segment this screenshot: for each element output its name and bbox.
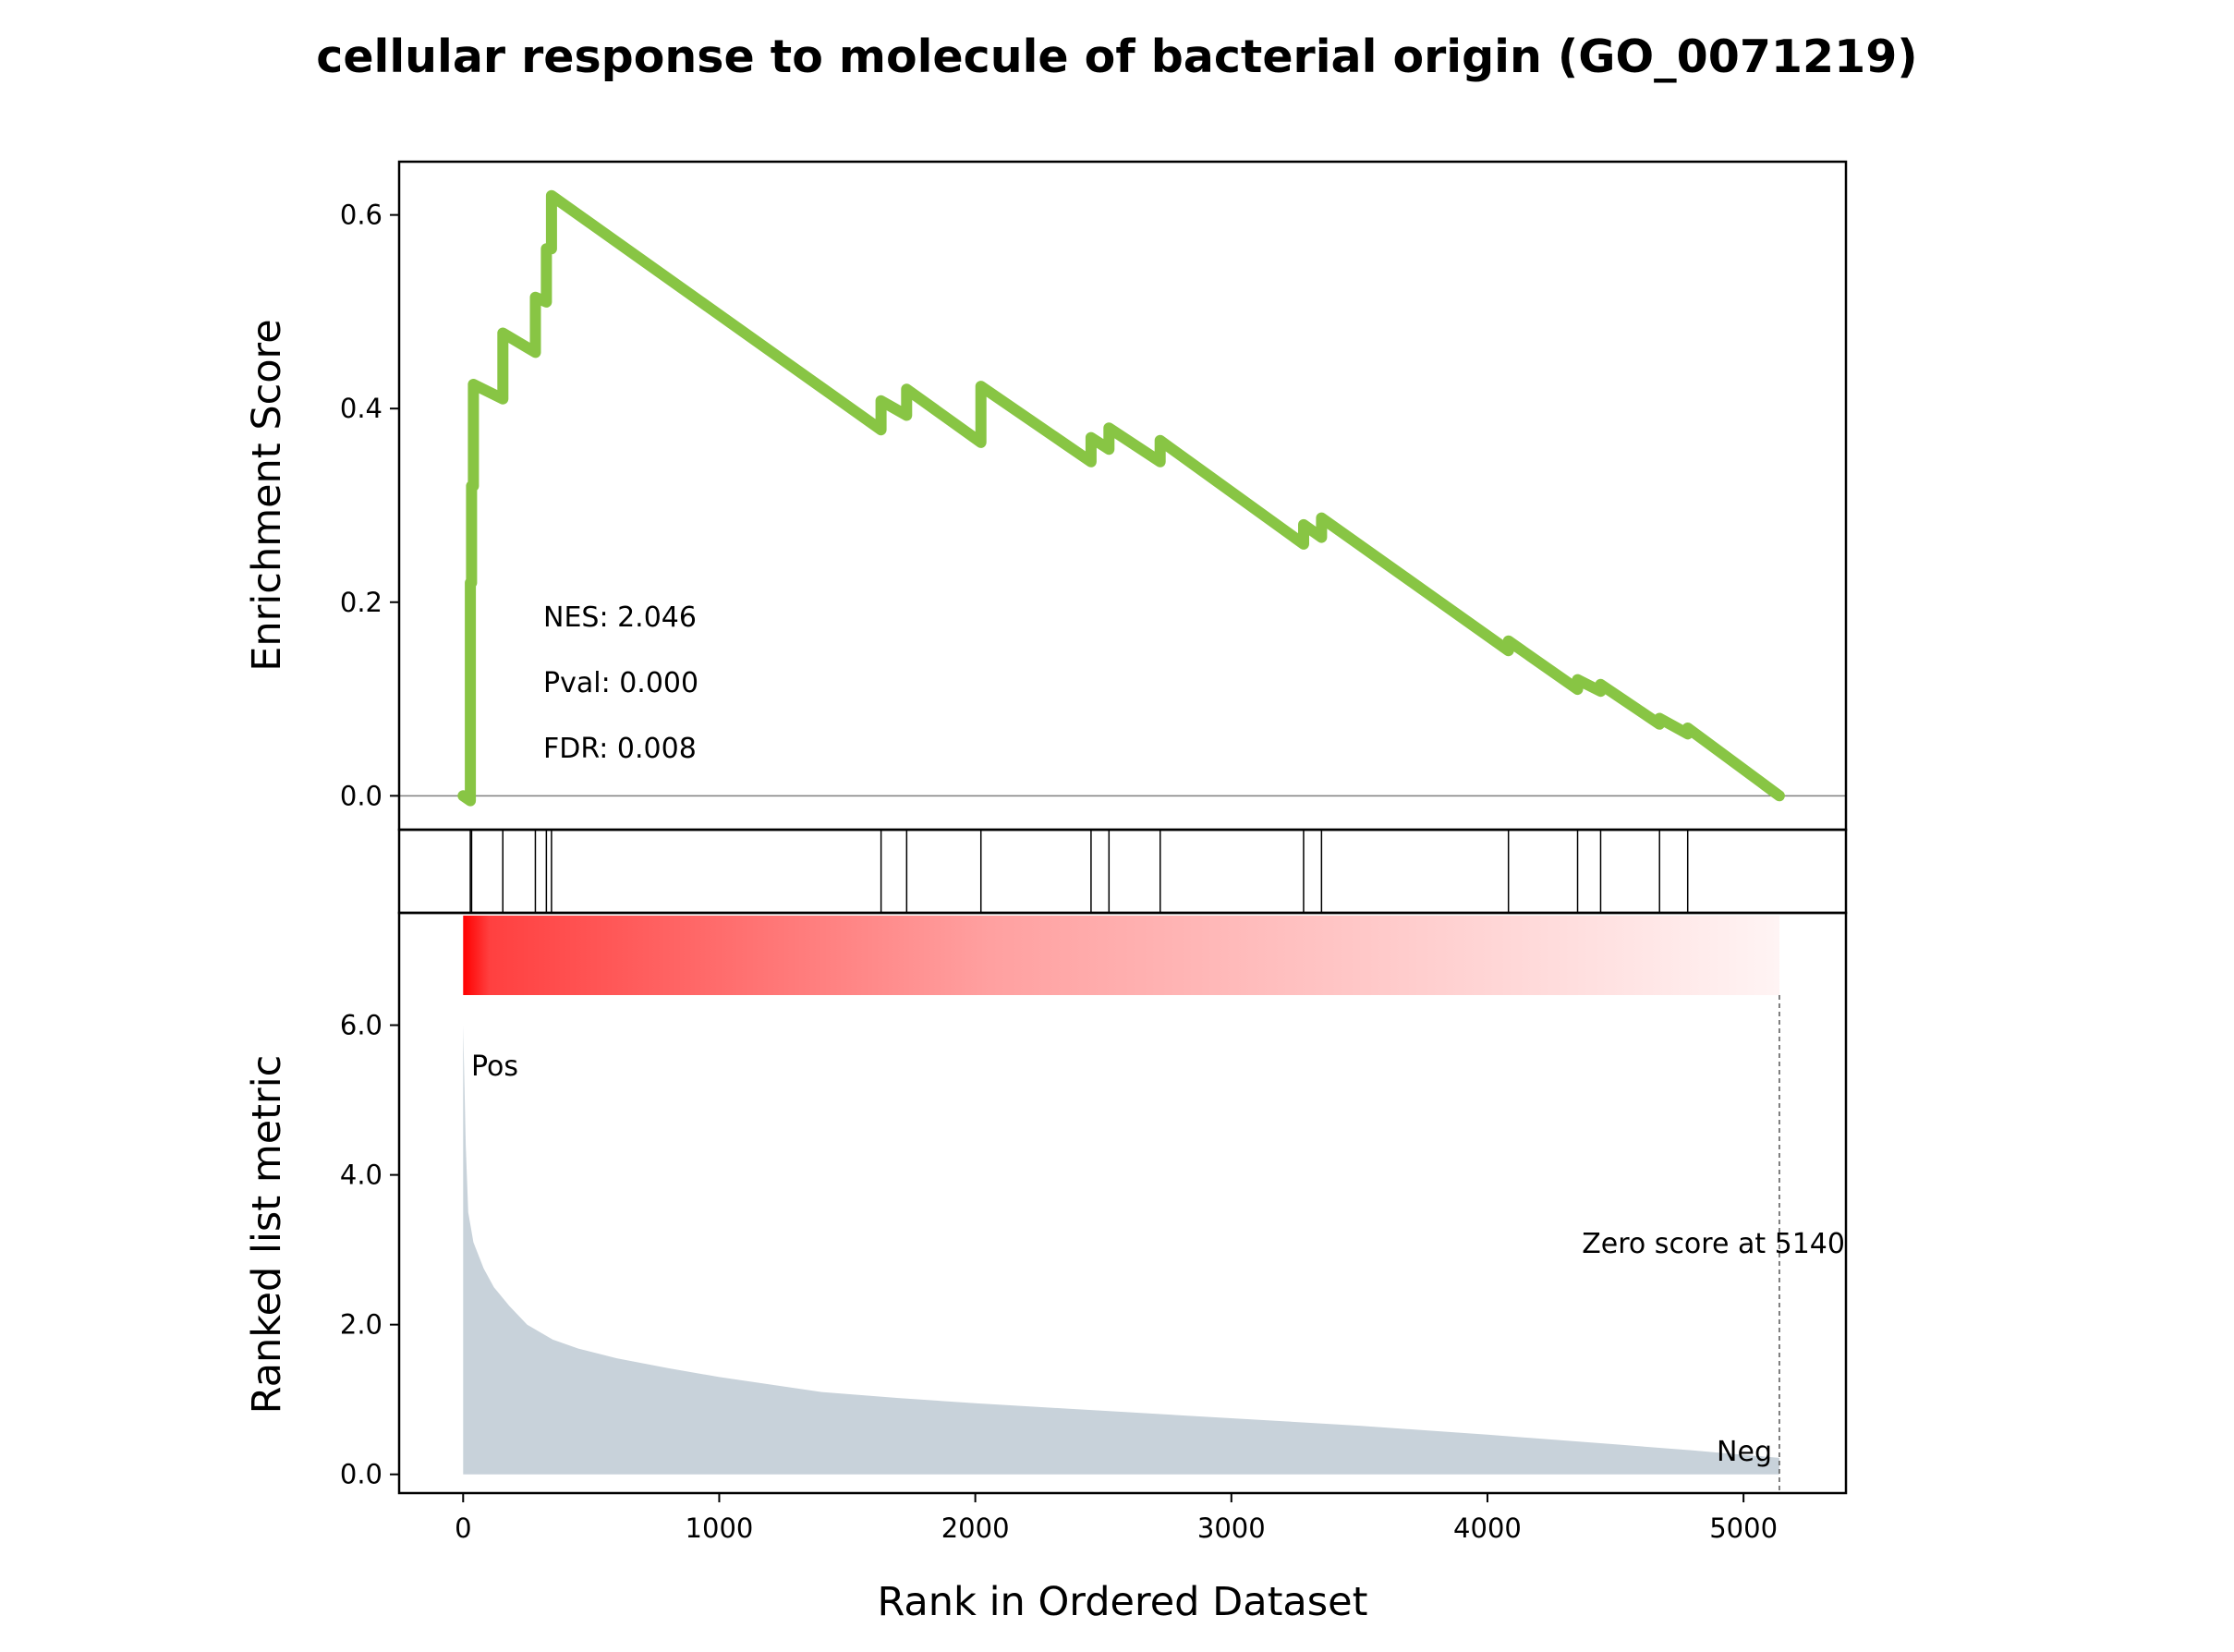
ranked-y-tick-label: 4.0 — [340, 1160, 382, 1191]
x-axis-label: Rank in Ordered Dataset — [877, 1579, 1367, 1625]
enrichment-y-ticks: 0.0 0.2 0.4 0.6 — [340, 200, 399, 811]
x-tick-label: 4000 — [1453, 1512, 1522, 1544]
nes-stat: NES: 2.046 — [543, 601, 697, 634]
pval-stat: Pval: 0.000 — [543, 667, 698, 699]
x-ticks: 0 1000 2000 3000 4000 5000 — [455, 1493, 1778, 1544]
ranked-y-tick-label: 6.0 — [340, 1010, 382, 1041]
ranked-metric-area — [463, 1025, 1779, 1475]
enrichment-score-line — [457, 189, 1785, 807]
zero-score-label: Zero score at 5140 — [1582, 1228, 1845, 1260]
enrichment-frame — [397, 160, 1848, 832]
enrichment-panel: 0.0 0.2 0.4 0.6 Enrichment Score NES: 2.046… — [244, 160, 1848, 832]
ranked-metric-panel: 0.0 2.0 4.0 6.0 0 1000 2000 3000 4000 5000 Ranke… — [244, 911, 1848, 1625]
enrichment-y-tick-label: 0.6 — [340, 200, 382, 231]
ranked-y-ticks: 0.0 2.0 4.0 6.0 — [340, 1010, 399, 1490]
hits-frame — [397, 828, 1848, 915]
enrichment-y-tick-label: 0.2 — [340, 587, 382, 618]
ranked-y-label: Ranked list metric — [244, 1055, 290, 1415]
chart-title: cellular response to molecule of bacteri… — [316, 30, 1917, 83]
ranked-y-tick-label: 0.0 — [340, 1459, 382, 1490]
gene-hits — [469, 830, 1689, 913]
rank-gradient-bar — [463, 916, 1779, 995]
x-tick-label: 5000 — [1709, 1512, 1778, 1544]
enrichment-y-tick-label: 0.4 — [340, 393, 382, 424]
pos-label: Pos — [471, 1051, 518, 1083]
ranked-y-tick-label: 2.0 — [340, 1309, 382, 1341]
neg-label: Neg — [1717, 1436, 1772, 1468]
x-tick-label: 2000 — [941, 1512, 1010, 1544]
ranked-frame — [397, 911, 1848, 1495]
hits-panel — [397, 828, 1848, 915]
enrichment-y-tick-label: 0.0 — [340, 780, 382, 811]
fdr-stat: FDR: 0.008 — [543, 733, 697, 765]
x-tick-label: 1000 — [686, 1512, 754, 1544]
x-tick-label: 0 — [455, 1512, 471, 1544]
x-tick-label: 3000 — [1197, 1512, 1266, 1544]
enrichment-y-label: Enrichment Score — [244, 319, 290, 672]
